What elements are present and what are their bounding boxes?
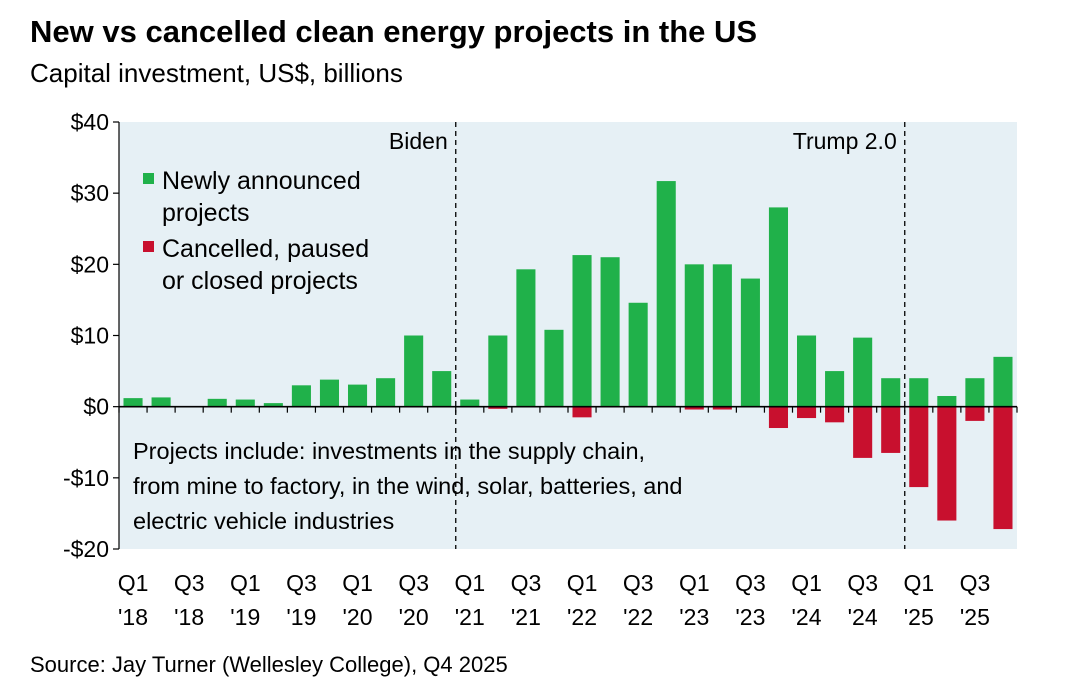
source-note: Source: Jay Turner (Wellesley College), … [30, 652, 508, 677]
bar-new-projects [404, 335, 424, 407]
legend-label: Newly announced [162, 167, 361, 195]
x-tick-label-year: '22 [623, 604, 653, 630]
bar-new-projects [151, 397, 171, 407]
x-tick-label-year: '19 [286, 604, 316, 630]
x-tick-label-quarter: Q3 [623, 570, 654, 596]
y-tick-label: $0 [83, 394, 109, 420]
x-tick-label-quarter: Q3 [174, 570, 205, 596]
x-tick-label-quarter: Q3 [960, 570, 991, 596]
x-tick-label-quarter: Q1 [679, 570, 710, 596]
x-tick-label-year: '23 [735, 604, 765, 630]
x-tick-label-year: '25 [904, 604, 934, 630]
bar-new-projects [740, 278, 760, 407]
biden-label: Biden [389, 128, 448, 154]
x-tick-label-year: '19 [230, 604, 260, 630]
bar-new-projects [488, 335, 508, 407]
x-tick-label-quarter: Q1 [454, 570, 485, 596]
trump-label: Trump 2.0 [793, 128, 897, 154]
bar-new-projects [432, 371, 452, 407]
bar-new-projects [768, 207, 789, 407]
x-tick-label-quarter: Q3 [398, 570, 429, 596]
y-tick-label: $30 [71, 180, 109, 206]
bar-new-projects [825, 371, 845, 407]
bar-new-projects [712, 264, 732, 407]
bar-new-projects [263, 403, 283, 407]
chart-title: New vs cancelled clean energy projects i… [30, 14, 758, 49]
bar-new-projects [853, 337, 873, 407]
bar-cancelled-projects [572, 406, 592, 418]
x-tick-label-year: '23 [679, 604, 709, 630]
x-tick-label-year: '24 [848, 604, 878, 630]
bar-cancelled-projects [488, 406, 508, 409]
bar-cancelled-projects [825, 406, 845, 423]
y-tick-label: $40 [71, 109, 109, 135]
bar-new-projects [544, 329, 564, 407]
bar-new-projects [937, 395, 957, 407]
bar-cancelled-projects [796, 406, 817, 419]
bar-new-projects [207, 398, 227, 407]
bar-new-projects [796, 335, 817, 407]
bar-new-projects [628, 302, 648, 407]
bar-new-projects [376, 378, 396, 407]
x-tick-label-year: '18 [174, 604, 204, 630]
legend-label: Cancelled, paused [162, 235, 369, 263]
x-tick-label-year: '21 [511, 604, 541, 630]
x-tick-label-quarter: Q3 [847, 570, 878, 596]
x-tick-label-year: '20 [399, 604, 429, 630]
bar-new-projects [684, 264, 704, 407]
x-tick-label-year: '20 [343, 604, 373, 630]
bar-new-projects [600, 257, 620, 407]
bar-cancelled-projects [881, 406, 901, 453]
bar-cancelled-projects [684, 406, 704, 410]
x-tick-label-year: '18 [118, 604, 148, 630]
x-tick-label-year: '24 [792, 604, 822, 630]
legend-swatch-new [143, 173, 154, 184]
bar-new-projects [123, 398, 143, 407]
y-tick-label: -$20 [63, 536, 109, 562]
bar-cancelled-projects [712, 406, 732, 410]
legend-label: projects [162, 199, 250, 227]
chart-note-line: from mine to factory, in the wind, solar… [133, 473, 682, 499]
chart-note-line: Projects include: investments in the sup… [133, 438, 645, 464]
y-tick-label: -$10 [63, 465, 109, 491]
x-tick-label-year: '25 [960, 604, 990, 630]
bar-new-projects [235, 399, 255, 407]
chart-subtitle: Capital investment, US$, billions [30, 58, 403, 88]
y-tick-label: $10 [71, 323, 109, 349]
bar-cancelled-projects [768, 406, 789, 429]
legend-swatch-cancelled [143, 241, 154, 252]
bar-cancelled-projects [853, 406, 873, 458]
bar-cancelled-projects [965, 406, 985, 421]
bar-new-projects [909, 378, 929, 407]
x-tick-label-quarter: Q1 [230, 570, 261, 596]
bar-new-projects [516, 269, 536, 407]
bar-new-projects [656, 181, 676, 407]
y-tick-label: $20 [71, 251, 109, 277]
chart-note-line: electric vehicle industries [133, 508, 394, 534]
bar-new-projects [291, 385, 311, 407]
bar-cancelled-projects [993, 406, 1013, 530]
bar-cancelled-projects [909, 406, 929, 488]
legend-label: or closed projects [162, 267, 358, 295]
x-tick-label-quarter: Q1 [903, 570, 934, 596]
x-tick-label-quarter: Q3 [735, 570, 766, 596]
x-tick-label-quarter: Q1 [791, 570, 822, 596]
plot-area [119, 122, 1017, 549]
x-tick-label-year: '21 [455, 604, 485, 630]
x-tick-label-quarter: Q1 [118, 570, 149, 596]
x-tick-label-quarter: Q1 [567, 570, 598, 596]
bar-new-projects [319, 379, 340, 407]
bar-new-projects [965, 378, 985, 407]
bar-new-projects [460, 399, 480, 407]
bar-cancelled-projects [937, 406, 957, 521]
bar-new-projects [993, 356, 1013, 407]
bar-new-projects [572, 255, 592, 407]
x-tick-label-quarter: Q1 [342, 570, 373, 596]
x-tick-label-quarter: Q3 [286, 570, 317, 596]
x-tick-label-quarter: Q3 [511, 570, 542, 596]
bar-new-projects [347, 384, 368, 407]
x-tick-label-year: '22 [567, 604, 597, 630]
bar-new-projects [881, 378, 901, 407]
